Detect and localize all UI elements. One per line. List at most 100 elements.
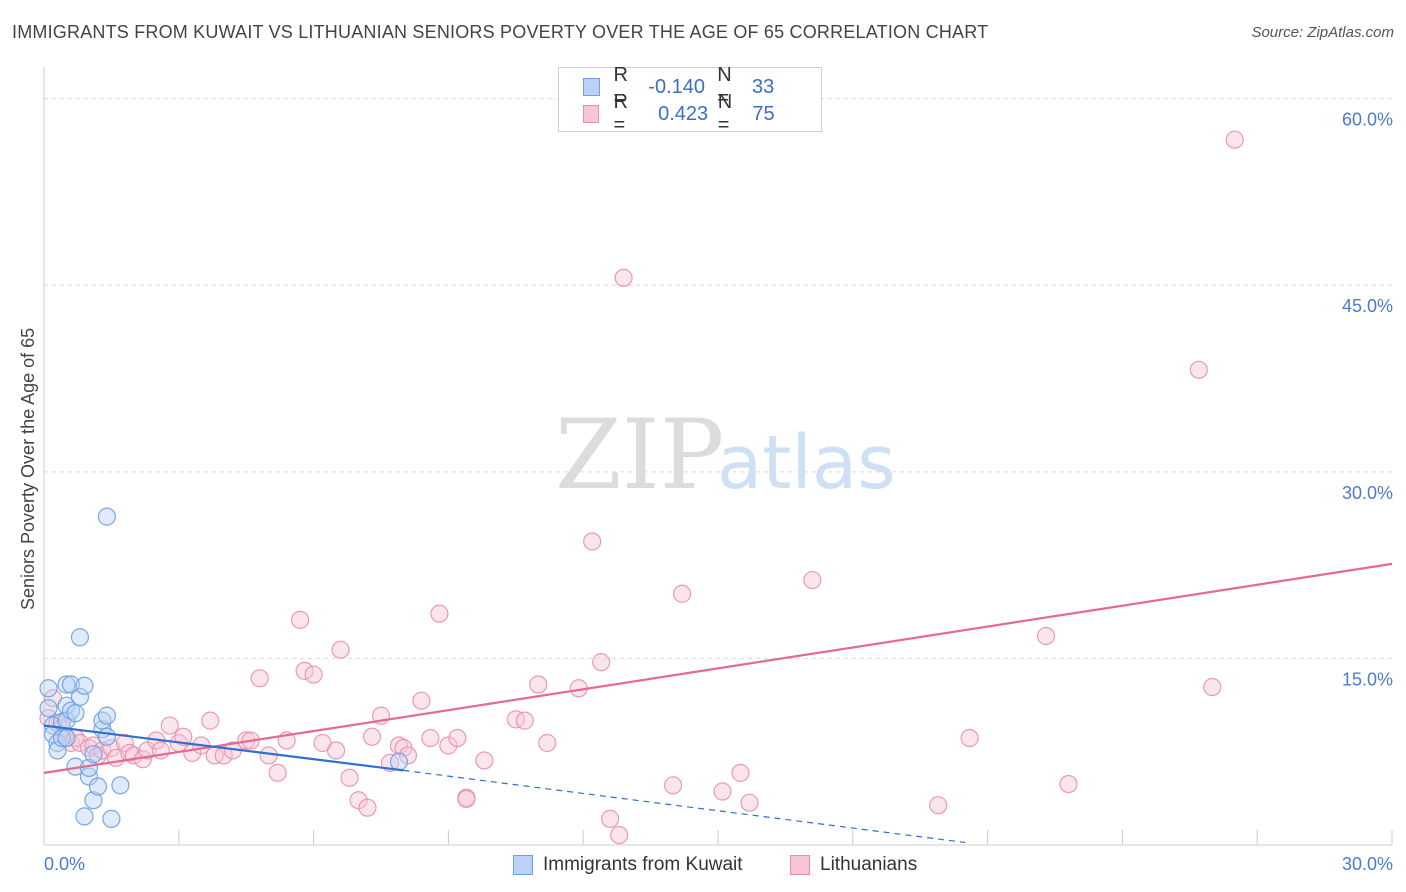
point-lithuanians [268, 763, 287, 782]
legend-label-kuwait: Immigrants from Kuwait [543, 854, 743, 875]
point-kuwait [39, 699, 58, 718]
point-kuwait [84, 791, 103, 810]
point-kuwait [61, 675, 81, 694]
chart-title: IMMIGRANTS FROM KUWAIT VS LITHUANIAN SEN… [12, 22, 989, 42]
legend-row-lithuanians: R = 0.423 N = 75 [583, 91, 821, 136]
point-lithuanians [70, 733, 90, 753]
point-kuwait [111, 776, 130, 795]
point-lithuanians [1036, 626, 1056, 646]
point-kuwait [75, 676, 94, 695]
point-lithuanians [326, 741, 346, 760]
source-label: Source: ZipAtlas.com [1251, 24, 1394, 41]
x-tick-label: 0.0% [44, 854, 85, 874]
point-lithuanians [672, 584, 692, 603]
y-axis-label: Seniors Poverty Over the Age of 65 [18, 327, 38, 610]
legend-item-kuwait: Immigrants from Kuwait [513, 852, 743, 878]
point-kuwait [389, 752, 409, 771]
point-lithuanians [601, 809, 620, 828]
point-kuwait [52, 728, 72, 748]
point-kuwait [97, 706, 117, 725]
legend-swatch-lithuanians [790, 855, 810, 875]
point-lithuanians [740, 793, 759, 812]
point-lithuanians [358, 798, 377, 817]
tick-labels: 15.0% 30.0% 45.0% 60.0% 0.0% 30.0% [44, 110, 1393, 874]
trend-lines [43, 562, 1393, 844]
watermark-atlas: atlas [717, 420, 896, 506]
point-lithuanians [340, 768, 359, 787]
point-lithuanians [515, 711, 534, 730]
point-lithuanians [529, 675, 548, 694]
series-kuwait [39, 507, 409, 828]
point-lithuanians [1059, 774, 1078, 794]
point-lithuanians [160, 716, 179, 735]
point-kuwait [39, 679, 58, 698]
point-lithuanians [259, 746, 278, 765]
point-lithuanians [295, 661, 314, 680]
point-lithuanians [201, 711, 220, 730]
point-lithuanians [610, 825, 629, 845]
trend-line-lithuanians [43, 562, 1393, 774]
point-lithuanians [1189, 360, 1208, 379]
point-lithuanians [291, 610, 310, 629]
point-kuwait [70, 687, 90, 707]
point-lithuanians [430, 604, 449, 623]
point-kuwait [84, 745, 103, 764]
legend-r-key: R = [613, 64, 628, 109]
legend-swatch-kuwait [513, 855, 533, 875]
point-lithuanians [115, 733, 134, 753]
watermark: ZIP atlas [555, 399, 896, 511]
point-lithuanians [138, 741, 157, 760]
point-kuwait [70, 628, 90, 647]
trend-line-kuwait [43, 724, 404, 772]
x-tick-label: 30.0% [1342, 854, 1393, 874]
point-lithuanians [174, 727, 193, 746]
point-lithuanians [663, 776, 683, 795]
point-kuwait [66, 704, 85, 723]
point-lithuanians [929, 796, 948, 815]
point-lithuanians [1203, 677, 1222, 697]
grid-lines [44, 98, 1392, 659]
y-tick-label: 30.0% [1342, 483, 1393, 503]
point-lithuanians [398, 746, 418, 765]
point-lithuanians [614, 268, 633, 287]
point-lithuanians [448, 728, 467, 748]
series-legend: Immigrants from Kuwait Lithuanians [0, 852, 1406, 878]
point-lithuanians [304, 665, 323, 684]
point-lithuanians [457, 789, 476, 809]
y-tick-label: 45.0% [1342, 296, 1393, 316]
correlation-legend: R = -0.140 N = 33 R = 0.423 N = 75 [558, 64, 822, 136]
legend-swatch-lithuanians [583, 105, 600, 123]
point-lithuanians [412, 691, 431, 710]
legend-row-kuwait: R = -0.140 N = 33 [583, 64, 821, 109]
point-kuwait [75, 807, 94, 826]
point-kuwait [57, 675, 76, 694]
watermark-zip: ZIP [555, 399, 724, 511]
series-lithuanians [39, 130, 1244, 845]
legend-swatch-kuwait [583, 78, 600, 96]
point-kuwait [88, 777, 108, 796]
legend-n-value: 33 [752, 75, 775, 98]
point-lithuanians [331, 640, 350, 659]
trend-line-kuwait-extension [403, 769, 966, 844]
legend-r-key: R = [613, 91, 628, 136]
point-lithuanians [250, 669, 269, 688]
point-lithuanians [960, 728, 979, 748]
point-lithuanians [362, 727, 382, 746]
point-lithuanians [803, 570, 822, 590]
point-lithuanians [538, 733, 557, 753]
y-tick-label: 15.0% [1342, 669, 1393, 689]
point-kuwait [57, 728, 76, 748]
point-lithuanians [583, 532, 602, 551]
point-kuwait [97, 507, 117, 526]
point-lithuanians [475, 751, 494, 770]
point-lithuanians [421, 728, 440, 748]
point-kuwait [102, 809, 121, 828]
legend-label-lithuanians: Lithuanians [820, 854, 918, 875]
point-lithuanians [731, 763, 750, 782]
y-tick-label: 60.0% [1342, 110, 1393, 130]
point-lithuanians [592, 653, 611, 672]
legend-r-value: -0.140 [648, 75, 705, 98]
legend-r-value: 0.423 [658, 102, 709, 125]
point-lithuanians [102, 738, 121, 758]
